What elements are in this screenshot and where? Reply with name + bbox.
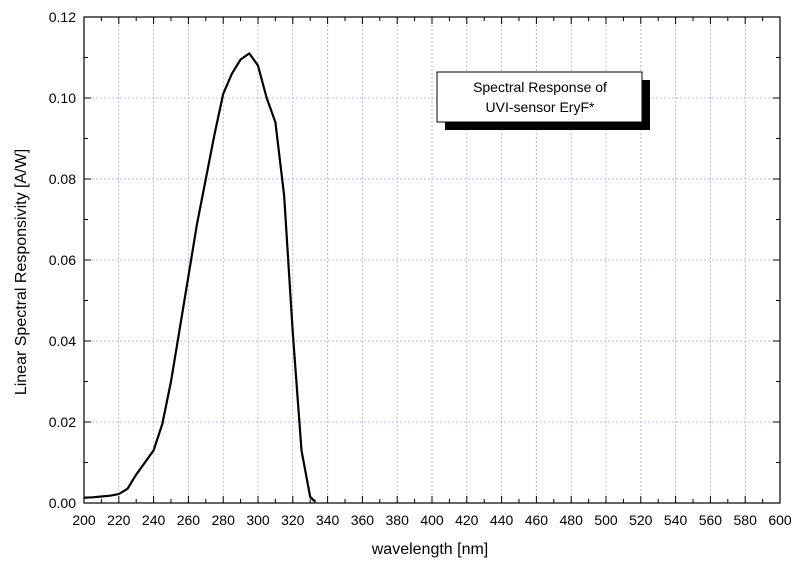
x-tick-label: 580 — [734, 512, 758, 528]
annotation-frame — [436, 71, 643, 123]
plot-frame — [83, 16, 781, 504]
y-tick-label: 0.12 — [49, 9, 76, 25]
x-tick-label: 220 — [107, 512, 131, 528]
grid-lines — [84, 17, 780, 503]
x-tick-label: 480 — [560, 512, 584, 528]
x-tick-label: 380 — [386, 512, 410, 528]
x-tick-label: 440 — [490, 512, 514, 528]
x-tick-label: 560 — [699, 512, 723, 528]
x-tick-label: 520 — [629, 512, 653, 528]
y-tick-label: 0.00 — [49, 495, 76, 511]
y-tick-label: 0.04 — [49, 333, 76, 349]
x-tick-label: 320 — [281, 512, 305, 528]
annotation-line-1: Spectral Response of — [473, 79, 607, 95]
x-tick-label: 340 — [316, 512, 340, 528]
responsivity-curve — [83, 52, 317, 503]
x-tick-label: 600 — [768, 512, 792, 528]
x-tick-labels: 200 220 240 260 280 300 320 340 360 380 400 420 440 4… — [72, 512, 792, 528]
y-tick-labels: 0.00 0.02 0.04 0.06 0.08 0.10 0.12 — [49, 9, 76, 511]
x-tick-label: 540 — [664, 512, 688, 528]
x-tick-label: 400 — [420, 512, 444, 528]
x-tick-label: 240 — [142, 512, 166, 528]
annotation-line-2: UVI-sensor EryF* — [486, 99, 595, 115]
x-tick-label: 260 — [177, 512, 201, 528]
y-tick-label: 0.10 — [49, 90, 76, 106]
y-tick-label: 0.08 — [49, 171, 76, 187]
x-axis-title: wavelength [nm] — [371, 541, 489, 558]
x-tick-label: 420 — [455, 512, 479, 528]
x-tick-label: 200 — [72, 512, 96, 528]
axes — [83, 16, 781, 504]
x-tick-label: 500 — [594, 512, 618, 528]
x-tick-label: 300 — [246, 512, 270, 528]
x-tick-label: 460 — [525, 512, 549, 528]
y-axis-title: Linear Spectral Responsivity [A/W] — [13, 149, 30, 395]
y-tick-label: 0.06 — [49, 252, 76, 268]
x-tick-label: 280 — [212, 512, 236, 528]
x-tick-label: 360 — [351, 512, 375, 528]
annotation-box: Spectral Response of UVI-sensor EryF* — [436, 71, 650, 130]
y-tick-label: 0.02 — [49, 414, 76, 430]
